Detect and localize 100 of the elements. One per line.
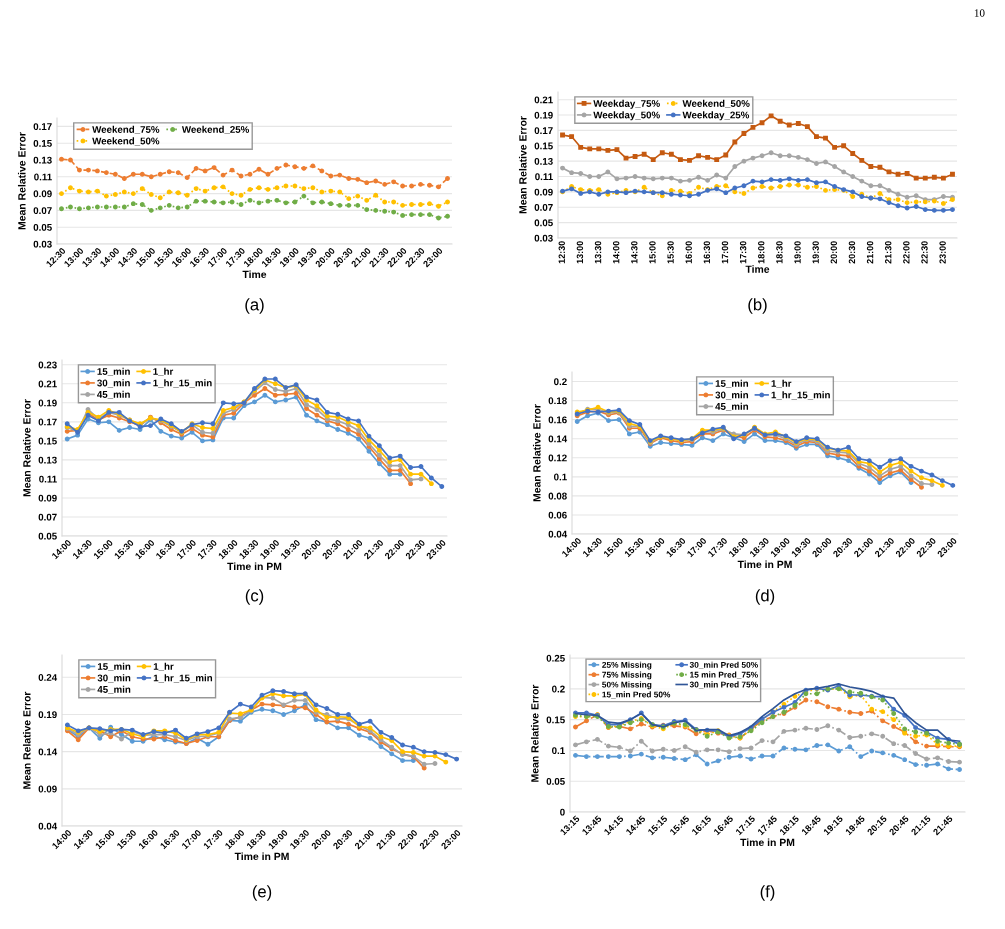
y-axis-title: Mean Relative Error [532, 404, 541, 502]
x-tick-label: 12:30 [558, 241, 565, 264]
legend-label: 45_min [97, 390, 130, 399]
x-tick-label: 18:00 [758, 241, 765, 264]
x-axis-title: Time [745, 265, 770, 273]
y-tick-label: 0.21 [534, 96, 553, 104]
y-axis-title: Mean Relative Error [530, 684, 539, 782]
x-tick-label: 15:00 [649, 241, 656, 264]
x-tick-label: 13:00 [576, 241, 584, 264]
y-tick-label: 0.05 [546, 777, 565, 785]
legend-label: Weekend_25% [181, 125, 250, 135]
legend-label: 1_hr [153, 662, 174, 672]
legend-label: 1_hr_15_min [771, 391, 830, 400]
y-tick-label: 0.12 [548, 454, 567, 462]
legend-label: 1_hr [153, 367, 174, 377]
x-tick-label: 13:30 [594, 241, 602, 264]
y-tick-label: 0.14 [548, 435, 568, 443]
y-tick-label: 0.06 [548, 511, 567, 519]
y-axis-title: Mean Relative Error [518, 116, 527, 214]
y-tick-label: 0.17 [33, 123, 52, 131]
legend-label: 15_min [97, 662, 131, 672]
y-tick-label: 0.18 [548, 397, 567, 405]
y-tick-label: 0.2 [552, 685, 565, 693]
y-tick-label: 0.15 [33, 139, 52, 147]
x-tick-label: 16:00 [685, 241, 692, 264]
legend-label: 30_min Pred 75% [689, 681, 758, 689]
y-tick-label: 0.08 [548, 492, 567, 500]
y-tick-label: 0.25 [546, 654, 565, 662]
y-tick-label: 0 [560, 808, 565, 816]
x-tick-label: 23:00 [939, 241, 946, 264]
legend-label: 15 min Pred_75% [690, 671, 758, 679]
y-tick-label: 0.04 [38, 822, 58, 830]
x-tick-label: 19:00 [794, 241, 801, 264]
legend-label: 50% Missing [602, 681, 652, 690]
y-tick-label: 0.09 [33, 190, 52, 198]
y-tick-label: 0.13 [33, 156, 52, 164]
legend-label: 1_hr [771, 379, 792, 389]
y-tick-label: 0.17 [38, 418, 57, 426]
y-tick-label: 0.13 [534, 157, 553, 165]
x-tick-label: 14:30 [631, 241, 638, 264]
y-tick-label: 0.05 [33, 223, 52, 231]
text: (a) [245, 298, 264, 314]
legend-label: 45_min [97, 685, 131, 694]
x-tick-label: 20:30 [848, 241, 856, 264]
legend-label: Weekend_50% [682, 99, 750, 109]
legend-label: 15_min [715, 379, 749, 389]
y-tick-label: 0.05 [534, 219, 553, 227]
y-tick-label: 0.16 [548, 416, 567, 424]
legend-label: 30_min [97, 674, 131, 683]
y-tick-label: 0.15 [38, 437, 57, 445]
y-tick-label: 0.11 [39, 475, 57, 483]
legend-label: 30_min [97, 379, 130, 388]
y-tick-label: 0.19 [38, 711, 57, 719]
text: (c) [245, 589, 264, 605]
x-tick-label: 17:00 [721, 241, 729, 264]
x-tick-label: 21:00 [866, 241, 874, 264]
x-axis-title: Time in PM [740, 838, 795, 847]
text: (b) [748, 298, 767, 314]
y-axis-title: Mean Relative Error [22, 691, 31, 789]
y-tick-label: 0.13 [38, 456, 57, 464]
x-axis-title: Time in PM [737, 560, 792, 569]
x-axis-title: Time in PM [234, 852, 289, 861]
legend-label: Weekday_25% [682, 111, 750, 121]
legend-label: 15_min [97, 367, 130, 377]
legend-label: Weekday_75% [593, 99, 660, 109]
x-tick-label: 18:30 [776, 241, 783, 264]
legend-label: Weekend_75% [92, 125, 160, 135]
x-tick-label: 17:30 [739, 241, 747, 264]
legend-label: 1_hr_15_min [153, 674, 213, 683]
x-tick-label: 15:30 [667, 241, 674, 264]
legend-label: 25% Missing [602, 661, 652, 670]
y-tick-label: 0.09 [38, 785, 57, 793]
y-tick-label: 0.19 [38, 399, 57, 407]
y-tick-label: 0.11 [535, 173, 553, 181]
y-tick-label: 0.14 [38, 748, 58, 756]
legend-label: 30_min Pred 50% [689, 661, 758, 669]
y-axis-title: Mean Relative Error [17, 132, 26, 230]
legend-label: 75% Missing [602, 671, 652, 680]
y-tick-label: 0.1 [552, 747, 565, 755]
y-tick-label: 0.11 [34, 173, 52, 181]
y-tick-label: 0.17 [534, 127, 553, 135]
y-tick-label: 0.07 [534, 204, 553, 211]
x-tick-label: 22:00 [903, 241, 910, 264]
y-tick-label: 0.1 [554, 473, 567, 481]
text: 10 [974, 9, 985, 17]
x-tick-label: 22:30 [921, 241, 928, 264]
x-axis-title: Time [242, 270, 267, 279]
legend-label: 1_hr_15_min [153, 379, 212, 388]
y-tick-label: 0.04 [548, 530, 568, 538]
y-tick-label: 0.07 [33, 207, 52, 215]
y-tick-label: 0.09 [534, 188, 553, 196]
legend-label: 15_min Pred 50% [602, 691, 671, 699]
y-tick-label: 0.15 [546, 716, 565, 724]
text: (f) [760, 885, 775, 901]
y-tick-label: 0.2 [554, 378, 567, 386]
x-tick-label: 21:30 [885, 241, 892, 264]
x-tick-label: 16:30 [703, 241, 711, 264]
y-axis-title: Mean Relative Error [22, 399, 31, 497]
y-tick-label: 0.03 [534, 234, 553, 242]
legend-label: 45_min [715, 402, 749, 411]
